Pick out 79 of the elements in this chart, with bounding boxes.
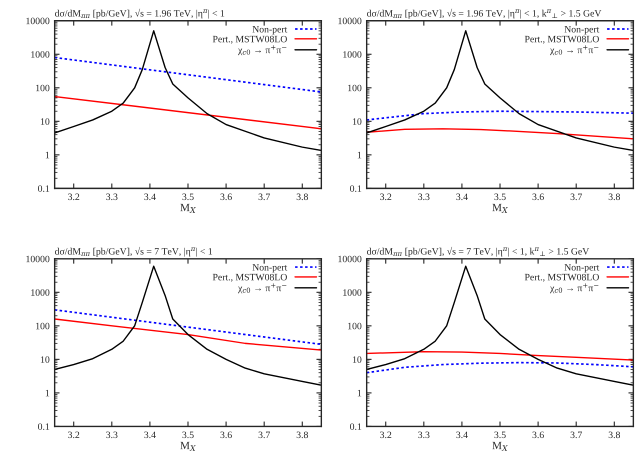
chart-title: dσ/dM$_{ππ}$ [pb/GeV], √s = 7 TeV, |η$^{π}$| < 1	[55, 246, 212, 257]
line-series	[366, 350, 634, 361]
x-tick-label: 3.2	[380, 432, 392, 438]
y-tick-label: 10	[352, 118, 362, 125]
x-tick-label: 3.5	[182, 194, 194, 200]
y-tick-label: 10000	[26, 18, 50, 24]
x-tick-label: 3.8	[296, 194, 308, 200]
line-series	[366, 266, 634, 386]
x-tick-label: 3.8	[608, 194, 620, 200]
x-tick-label: 3.4	[144, 432, 156, 438]
y-tick-label: 1	[358, 390, 362, 396]
legend-label: Pert., MSTW08LO	[212, 274, 287, 282]
line-series	[54, 266, 322, 386]
x-tick-label: 3.6	[532, 194, 544, 200]
legend-label: χ$_{c0}$ → π$^{+}$π$^{−}$	[550, 45, 598, 56]
chart-title: dσ/dM$_{ππ}$ [pb/GeV], √s = 1.96 TeV, |η$^{π}$| < 1	[55, 8, 224, 19]
x-tick-label: 3.3	[106, 432, 118, 438]
y-tick-label: 100	[348, 322, 362, 330]
x-axis-title: M$_{X}$	[492, 442, 508, 451]
y-tick-label: 1000	[31, 51, 50, 58]
y-tick-label: 1000	[343, 51, 362, 58]
y-tick-label: 0.1	[350, 423, 362, 430]
x-tick-label: 3.3	[106, 194, 118, 200]
y-tick-label: 100	[36, 322, 50, 330]
y-tick-label: 1000	[31, 289, 50, 296]
y-tick-label: 10000	[338, 256, 362, 262]
x-tick-label: 3.6	[532, 432, 544, 438]
line-series	[366, 110, 634, 121]
legend-label: χ$_{c0}$ → π$^{+}$π$^{−}$	[238, 283, 286, 294]
y-tick-label: 10000	[338, 18, 362, 24]
legend-label: Non-pert	[564, 26, 600, 34]
y-tick-label: 100	[348, 84, 362, 92]
y-tick-label: 10	[40, 118, 50, 125]
x-tick-label: 3.2	[380, 194, 392, 200]
line-series	[366, 362, 634, 374]
legend-label: Non-pert	[564, 264, 600, 273]
line-series	[54, 318, 322, 351]
y-tick-label: 100	[36, 84, 50, 92]
y-tick-label: 1	[46, 390, 50, 396]
legend-label: Pert., MSTW08LO	[524, 36, 599, 44]
y-tick-label: 1000	[343, 289, 362, 296]
x-tick-label: 3.6	[220, 194, 232, 200]
x-tick-label: 3.5	[182, 432, 194, 438]
x-tick-label: 3.3	[418, 432, 430, 438]
legend-label: Non-pert	[252, 26, 288, 34]
y-tick-label: 0.1	[38, 423, 50, 430]
x-tick-label: 3.7	[570, 432, 582, 438]
legend-label: χ$_{c0}$ → π$^{+}$π$^{−}$	[550, 283, 598, 294]
y-tick-label: 0.1	[350, 185, 362, 192]
chart-title: dσ/dM$_{ππ}$ [pb/GeV], √s = 7 TeV, |η$^{π}$| < 1, k$^{π}$$_{⊥}$ > 1.5 GeV	[367, 246, 590, 257]
legend-label: Pert., MSTW08LO	[212, 36, 287, 44]
x-tick-label: 3.7	[570, 194, 582, 200]
x-tick-label: 3.4	[456, 432, 468, 438]
x-tick-label: 3.8	[296, 432, 308, 438]
y-tick-label: 1	[358, 152, 362, 158]
line-series	[366, 128, 634, 140]
chart-title: dσ/dM$_{ππ}$ [pb/GeV], √s = 1.96 TeV, |η$^{π}$| < 1, k$^{π}$$_{⊥}$ > 1.5 GeV	[367, 8, 602, 19]
x-tick-label: 3.6	[220, 432, 232, 438]
y-tick-label: 10	[40, 356, 50, 363]
x-tick-label: 3.5	[494, 432, 506, 438]
x-axis-title: M$_{X}$	[180, 204, 196, 213]
x-tick-label: 3.2	[68, 432, 80, 438]
x-tick-label: 3.5	[494, 194, 506, 200]
legend-label: χ$_{c0}$ → π$^{+}$π$^{−}$	[238, 45, 286, 56]
y-tick-label: 0.1	[38, 185, 50, 192]
x-tick-label: 3.8	[608, 432, 620, 438]
x-tick-label: 3.2	[68, 194, 80, 200]
legend-label: Non-pert	[252, 264, 288, 273]
x-axis-title: M$_{X}$	[492, 204, 508, 213]
y-tick-label: 10000	[26, 256, 50, 262]
y-tick-label: 10	[352, 356, 362, 363]
legend-label: Pert., MSTW08LO	[524, 274, 599, 282]
x-axis-title: M$_{X}$	[180, 442, 196, 451]
x-tick-label: 3.4	[144, 194, 156, 200]
y-tick-label: 1	[46, 152, 50, 158]
x-tick-label: 3.4	[456, 194, 468, 200]
x-tick-label: 3.7	[258, 194, 270, 200]
x-tick-label: 3.3	[418, 194, 430, 200]
x-tick-label: 3.7	[258, 432, 270, 438]
